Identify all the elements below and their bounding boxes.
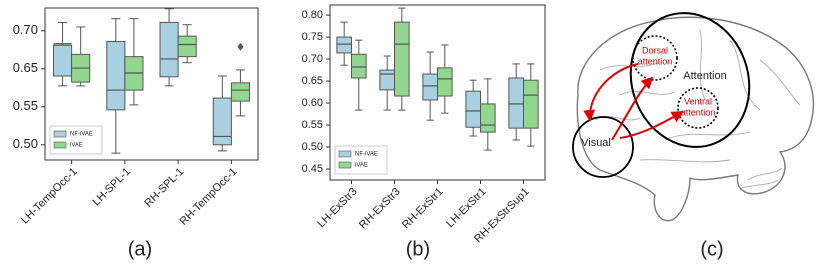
y-tick-label: 0.45	[302, 163, 323, 175]
visual-label: Visual	[581, 137, 611, 149]
plot-frame	[44, 7, 259, 161]
sulci	[594, 29, 801, 189]
box	[53, 44, 73, 77]
box	[351, 53, 367, 79]
legend-label: NF-iVAE	[355, 152, 378, 158]
legend-frame	[49, 125, 103, 155]
brain-diagram: Dorsal attention Ventral attention Atten…	[572, 12, 815, 260]
x-tick-label: RH-SPL-1	[142, 166, 186, 210]
box	[508, 77, 525, 129]
box	[465, 90, 482, 128]
legend-label: iVAE	[70, 143, 83, 149]
box	[159, 21, 179, 78]
box	[379, 69, 396, 91]
legend-swatch	[53, 141, 67, 149]
box	[230, 82, 250, 102]
box	[422, 73, 439, 101]
x-tick-label: LH-ExStr3	[315, 186, 359, 230]
caption: (c)	[700, 238, 723, 260]
arrow-dorsal-visual	[583, 63, 639, 122]
x-tick-label: RH-ExStr3	[357, 186, 403, 232]
arrow-visual-dorsal	[611, 76, 654, 141]
box	[523, 79, 539, 129]
box	[437, 67, 453, 97]
box	[336, 36, 353, 54]
arrow-visual-ventral	[619, 110, 684, 139]
x-tick-label: LH-ExStr1	[444, 186, 488, 230]
dorsal-label-1: Dorsal	[642, 45, 668, 55]
legend-swatch	[53, 130, 67, 138]
y-tick-label: 0.60	[302, 97, 323, 109]
legend-label: NF-iVAE	[70, 132, 93, 138]
legend-label: iVAE	[355, 163, 368, 169]
y-tick-label: 0.65	[13, 60, 38, 75]
chart: 0.45 0.50 0.55 0.60 0.65 0.70 0.75 0.80 LH-ExStr…	[302, 4, 546, 260]
y-tick-label: 0.55	[13, 98, 38, 113]
legend-swatch	[338, 161, 352, 169]
legend-swatch	[338, 150, 352, 158]
x-tick-label: RH-TempOcc-1	[177, 166, 239, 228]
y-tick-label: 0.65	[302, 75, 323, 87]
x-tick-label: LH-SPL-1	[90, 166, 133, 209]
ventral-label-2: attention	[681, 107, 716, 117]
x-tick-label: LH-TempOcc-1	[19, 166, 80, 227]
ventral-circle	[677, 87, 719, 129]
chart: 0.50 0.55 0.65 0.70 LH-TempOcc-1 LH-SPL-1 RH-S…	[13, 7, 259, 260]
box	[394, 21, 410, 97]
y-tick-label: 0.70	[13, 22, 38, 37]
box	[212, 97, 232, 146]
y-tick-label: 0.50	[302, 141, 323, 153]
ventral-label-1: Ventral	[684, 96, 712, 106]
box	[106, 40, 126, 111]
box	[480, 103, 496, 133]
caption: (b)	[406, 238, 430, 260]
dorsal-circle	[632, 35, 678, 81]
y-tick-label: 0.75	[302, 31, 323, 43]
box	[177, 35, 197, 58]
x-tick-label: RH-ExStr1	[400, 186, 446, 232]
caption: (a)	[128, 238, 152, 260]
dorsal-label-2: attention	[638, 56, 673, 66]
y-tick-label: 0.50	[13, 136, 38, 151]
legend-frame	[334, 145, 388, 175]
y-tick-label: 0.80	[302, 9, 323, 21]
visual-circle	[572, 116, 634, 178]
y-tick-label: 0.55	[302, 119, 323, 131]
attention-label: Attention	[683, 70, 726, 82]
y-tick-label: 0.70	[302, 53, 323, 65]
outlier	[237, 42, 244, 51]
